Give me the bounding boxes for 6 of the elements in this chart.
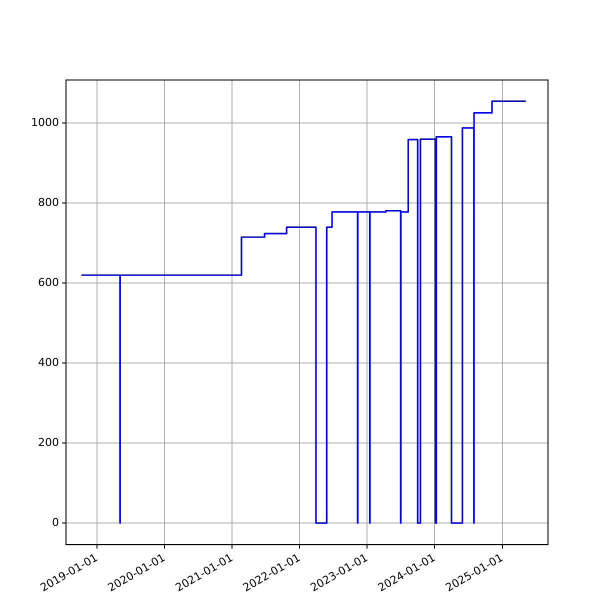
y-tick-label: 400: [38, 356, 59, 369]
y-tick-label: 800: [38, 196, 59, 210]
y-tick-label: 0: [52, 516, 59, 529]
y-tick-label: 600: [38, 276, 59, 289]
y-tick-label: 200: [38, 436, 59, 449]
y-tick-label: 1000: [30, 116, 59, 130]
